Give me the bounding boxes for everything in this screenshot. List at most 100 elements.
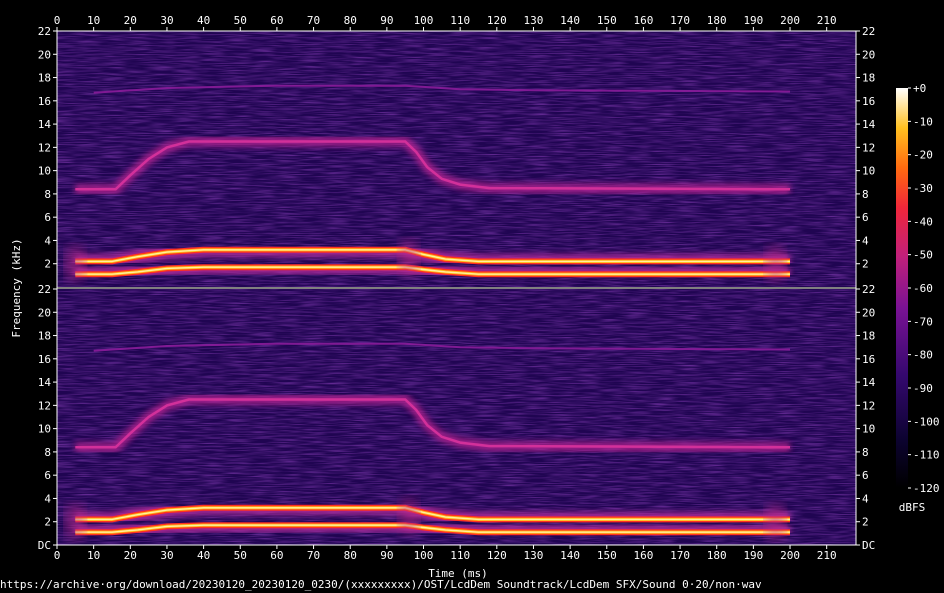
y-tick-label-right: DC xyxy=(862,539,875,552)
colorbar-tick-label: -20 xyxy=(913,149,933,162)
y-tick-label-right: 2 xyxy=(862,258,869,271)
x-tick-label-bottom: 210 xyxy=(817,549,837,562)
colorbar-tick-label: -80 xyxy=(913,349,933,362)
x-tick-label-top: 30 xyxy=(160,14,173,27)
y-tick-label-left: 4 xyxy=(44,492,51,505)
y-tick-label-left: 10 xyxy=(38,165,51,178)
y-tick-label-left: 2 xyxy=(44,516,51,529)
x-tick-label-top: 210 xyxy=(817,14,837,27)
burst-2 xyxy=(398,497,419,534)
colorbar-gradient xyxy=(896,88,908,488)
x-tick-label-top: 150 xyxy=(597,14,617,27)
x-tick-label-top: 190 xyxy=(743,14,763,27)
y-tick-label-right: 16 xyxy=(862,95,875,108)
x-tick-label-bottom: 170 xyxy=(670,549,690,562)
colorbar-tick-label: +0 xyxy=(913,82,926,95)
x-tick-label-bottom: 60 xyxy=(270,549,283,562)
track-1 xyxy=(75,524,790,533)
burst-3 xyxy=(765,245,786,282)
plot-frame xyxy=(56,30,857,546)
y-tick-label-left: 16 xyxy=(38,353,51,366)
x-tick-label-bottom: 0 xyxy=(54,549,61,562)
y-tick-label-left: DC xyxy=(38,539,51,552)
y-tick-label-left: 6 xyxy=(44,469,51,482)
y-tick-label-right: 10 xyxy=(862,423,875,436)
colorbar-tick-label: -40 xyxy=(913,215,933,228)
burst-1 xyxy=(65,245,86,282)
colorbar-tick-label: -90 xyxy=(913,382,933,395)
y-tick-label-left: 12 xyxy=(38,141,51,154)
colorbar-tick-label: -60 xyxy=(913,282,933,295)
x-tick-label-bottom: 30 xyxy=(160,549,173,562)
x-tick-label-bottom: 190 xyxy=(743,549,763,562)
x-tick-label-bottom: 40 xyxy=(197,549,210,562)
y-tick-label-right: 8 xyxy=(862,446,869,459)
x-tick-label-bottom: 140 xyxy=(560,549,580,562)
x-tick-label-bottom: 10 xyxy=(87,549,100,562)
y-tick-label-left: 22 xyxy=(38,283,51,296)
y-tick-label-right: 16 xyxy=(862,353,875,366)
x-tick-label-top: 10 xyxy=(87,14,100,27)
x-tick-label-bottom: 160 xyxy=(633,549,653,562)
y-tick-label-right: 10 xyxy=(862,165,875,178)
y-tick-label-left: 16 xyxy=(38,95,51,108)
x-tick-label-bottom: 110 xyxy=(450,549,470,562)
burst-1 xyxy=(65,503,86,540)
track-2 xyxy=(75,249,790,263)
x-tick-label-bottom: 50 xyxy=(234,549,247,562)
channel-panel-1 xyxy=(57,31,856,287)
colorbar-label: dBFS xyxy=(899,501,926,514)
y-tick-label-right: 14 xyxy=(862,376,876,389)
y-tick-label-right: 4 xyxy=(862,492,869,505)
y-tick-label-right: 6 xyxy=(862,211,869,224)
track-3 xyxy=(75,140,791,191)
x-tick-label-bottom: 130 xyxy=(524,549,544,562)
x-tick-label-top: 180 xyxy=(707,14,727,27)
y-tick-label-left: 2 xyxy=(44,258,51,271)
y-tick-label-right: 12 xyxy=(862,399,875,412)
x-tick-label-bottom: 150 xyxy=(597,549,617,562)
track-1 xyxy=(75,266,790,275)
track-4 xyxy=(93,84,791,94)
y-tick-label-right: 4 xyxy=(862,234,869,247)
y-tick-label-left: 4 xyxy=(44,234,51,247)
track-2 xyxy=(75,507,790,521)
y-tick-label-left: 8 xyxy=(44,446,51,459)
x-axis-label: Time (ms) xyxy=(428,567,488,580)
burst-3 xyxy=(765,503,786,540)
y-tick-label-left: 10 xyxy=(38,423,51,436)
x-tick-label-bottom: 70 xyxy=(307,549,320,562)
y-tick-label-right: 20 xyxy=(862,48,875,61)
x-tick-label-bottom: 120 xyxy=(487,549,507,562)
y-tick-label-right: 8 xyxy=(862,188,869,201)
y-tick-label-right: 12 xyxy=(862,141,875,154)
x-tick-label-top: 20 xyxy=(124,14,137,27)
y-tick-label-left: 20 xyxy=(38,306,51,319)
y-tick-label-left: 22 xyxy=(38,25,51,38)
x-tick-label-bottom: 20 xyxy=(124,549,137,562)
x-tick-label-top: 140 xyxy=(560,14,580,27)
channel-panel-2 xyxy=(57,289,856,545)
track-3 xyxy=(75,398,791,449)
y-tick-label-right: 18 xyxy=(862,330,875,343)
x-tick-label-top: 160 xyxy=(633,14,653,27)
y-tick-label-left: 12 xyxy=(38,399,51,412)
x-tick-label-bottom: 180 xyxy=(707,549,727,562)
source-url: https://archive·org/download/20230120_20… xyxy=(0,578,762,591)
x-tick-label-top: 60 xyxy=(270,14,283,27)
colorbar-tick-label: -110 xyxy=(913,449,940,462)
x-tick-label-top: 110 xyxy=(450,14,470,27)
x-tick-label-top: 120 xyxy=(487,14,507,27)
x-tick-label-bottom: 100 xyxy=(414,549,434,562)
y-tick-label-left: 6 xyxy=(44,211,51,224)
x-tick-label-top: 100 xyxy=(414,14,434,27)
x-tick-label-top: 90 xyxy=(380,14,393,27)
y-tick-label-left: 14 xyxy=(38,376,52,389)
y-tick-label-right: 14 xyxy=(862,118,876,131)
x-tick-label-bottom: 90 xyxy=(380,549,393,562)
y-tick-label-left: 8 xyxy=(44,188,51,201)
x-tick-label-top: 40 xyxy=(197,14,210,27)
colorbar-tick-label: -50 xyxy=(913,249,933,262)
y-tick-label-right: 22 xyxy=(862,25,875,38)
